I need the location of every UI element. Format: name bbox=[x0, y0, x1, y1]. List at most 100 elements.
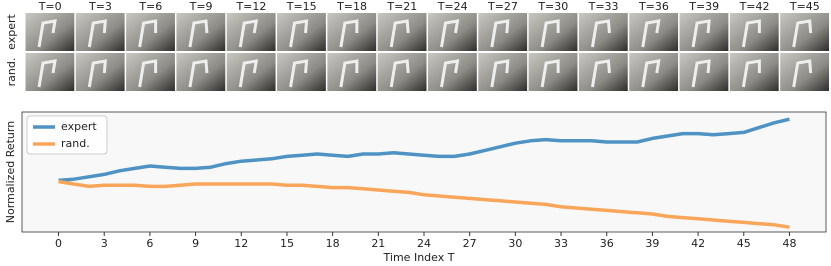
frame-image bbox=[327, 53, 377, 91]
frame-image bbox=[226, 53, 276, 91]
x-tick-label: 27 bbox=[463, 237, 477, 250]
robot-arm bbox=[238, 59, 259, 88]
frame-image bbox=[679, 53, 729, 91]
x-tick-label: 39 bbox=[645, 237, 659, 250]
robot-arm bbox=[389, 19, 410, 48]
frame-image bbox=[528, 13, 578, 51]
frame-image bbox=[327, 13, 377, 51]
column-label: T=36 bbox=[638, 0, 669, 13]
robot-arm bbox=[440, 19, 460, 48]
robot-arm bbox=[741, 19, 761, 48]
robot-arm bbox=[490, 19, 510, 48]
robot-arm bbox=[87, 19, 107, 48]
frame-image bbox=[478, 13, 528, 51]
robot-arm bbox=[238, 19, 259, 48]
x-tick-label: 3 bbox=[101, 237, 108, 250]
frame-image bbox=[478, 53, 528, 91]
column-label: T=33 bbox=[588, 0, 619, 13]
column-label: T=3 bbox=[88, 0, 112, 13]
frame-image bbox=[578, 53, 628, 91]
frame-image bbox=[25, 13, 75, 51]
column-label: T=21 bbox=[386, 0, 417, 13]
x-tick-label: 21 bbox=[371, 237, 385, 250]
robot-arm bbox=[741, 59, 761, 88]
frame-image bbox=[176, 13, 226, 51]
x-tick-label: 30 bbox=[508, 237, 522, 250]
row-label: expert bbox=[5, 13, 18, 49]
frame-image bbox=[629, 13, 679, 51]
robot-arm bbox=[540, 59, 560, 88]
frame-image bbox=[528, 53, 578, 91]
x-tick-label: 45 bbox=[737, 237, 751, 250]
x-axis-label: Time Index T bbox=[383, 251, 455, 264]
frame-image bbox=[75, 53, 125, 91]
frame-image bbox=[578, 13, 628, 51]
column-label: T=42 bbox=[739, 0, 770, 13]
robot-arm bbox=[641, 59, 661, 88]
frame-image bbox=[25, 53, 75, 91]
x-tick-label: 24 bbox=[417, 237, 431, 250]
robot-arm bbox=[138, 19, 158, 48]
x-tick-label: 0 bbox=[55, 237, 62, 250]
robot-arm bbox=[691, 59, 711, 88]
frame-image bbox=[679, 13, 729, 51]
robot-arm bbox=[138, 59, 158, 88]
frame-image bbox=[780, 53, 829, 91]
column-label: T=0 bbox=[38, 0, 62, 13]
frame-image bbox=[428, 13, 477, 51]
legend-label: expert bbox=[61, 120, 97, 133]
robot-arm bbox=[641, 19, 661, 48]
column-label: T=6 bbox=[138, 0, 162, 13]
robot-arm bbox=[440, 59, 460, 88]
row-label: rand. bbox=[5, 58, 18, 87]
robot-arm bbox=[490, 59, 510, 88]
frame-image bbox=[377, 53, 427, 91]
series-line bbox=[58, 117, 790, 183]
robot-arm bbox=[590, 59, 611, 88]
column-label: T=45 bbox=[789, 0, 820, 13]
frame-image bbox=[176, 53, 226, 91]
robot-arm bbox=[540, 19, 560, 48]
column-label: T=27 bbox=[487, 0, 518, 13]
robot-arm bbox=[389, 59, 410, 88]
x-tick-label: 18 bbox=[326, 237, 340, 250]
robot-arm bbox=[289, 19, 309, 48]
robot-arm bbox=[339, 19, 359, 48]
frame-image bbox=[126, 13, 175, 51]
column-label: T=9 bbox=[189, 0, 213, 13]
column-label: T=15 bbox=[286, 0, 317, 13]
column-label: T=24 bbox=[437, 0, 468, 13]
column-label: T=18 bbox=[336, 0, 367, 13]
frame-image bbox=[629, 53, 679, 91]
frame-image bbox=[226, 13, 276, 51]
robot-arm bbox=[188, 59, 209, 88]
frame-image bbox=[277, 13, 326, 51]
x-tick-label: 42 bbox=[691, 237, 705, 250]
x-tick-label: 6 bbox=[146, 237, 153, 250]
frame-image bbox=[428, 53, 477, 91]
robot-arm bbox=[590, 19, 611, 48]
robot-arm bbox=[37, 59, 57, 88]
legend-label: rand. bbox=[61, 137, 90, 150]
x-tick-label: 36 bbox=[600, 237, 614, 250]
x-tick-label: 12 bbox=[234, 237, 248, 250]
x-tick-label: 33 bbox=[554, 237, 568, 250]
frame-image bbox=[729, 13, 779, 51]
plot-area bbox=[21, 111, 827, 233]
x-tick-label: 48 bbox=[782, 237, 796, 250]
robot-arm bbox=[188, 19, 209, 48]
frame-image bbox=[729, 53, 779, 91]
robot-arm bbox=[289, 59, 309, 88]
frame-image bbox=[75, 13, 125, 51]
frame-image bbox=[780, 13, 829, 51]
column-label: T=12 bbox=[235, 0, 266, 13]
column-label: T=30 bbox=[537, 0, 568, 13]
series-line bbox=[58, 179, 790, 229]
robot-arm bbox=[691, 19, 711, 48]
y-axis-label: Normalized Return bbox=[4, 121, 17, 223]
robot-arm bbox=[792, 59, 813, 88]
robot-arm bbox=[792, 19, 813, 48]
robot-arm bbox=[87, 59, 107, 88]
robot-arm bbox=[37, 19, 57, 48]
